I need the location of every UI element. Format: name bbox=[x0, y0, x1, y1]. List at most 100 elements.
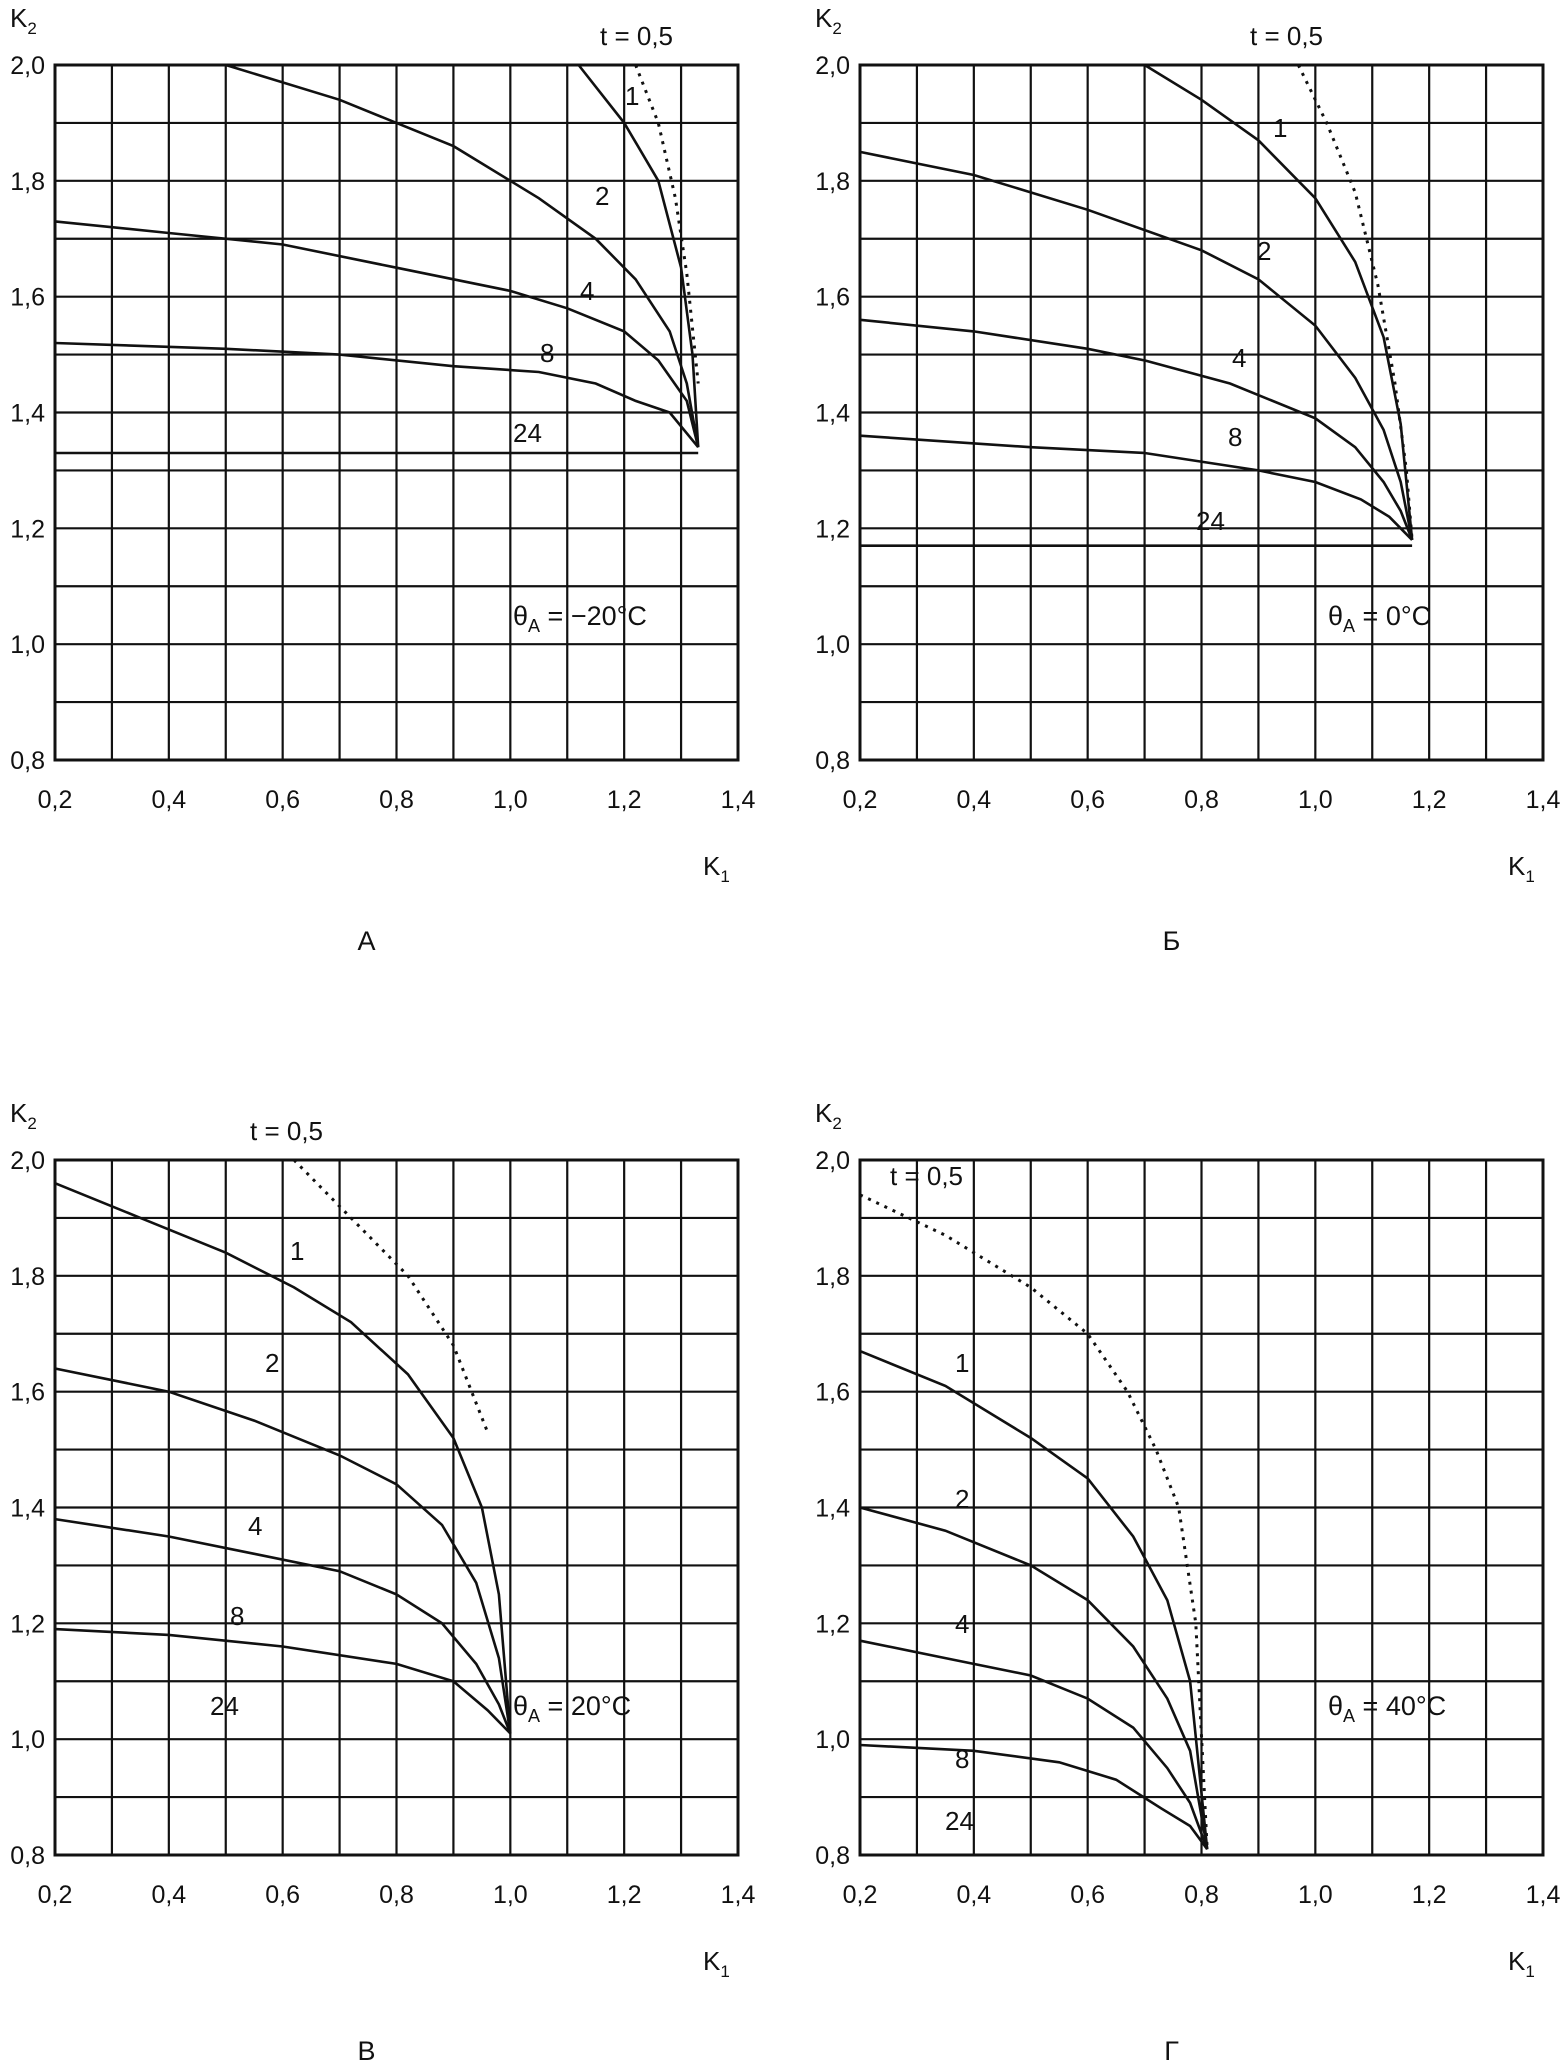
y-tick-label: 1,4 bbox=[815, 400, 850, 428]
series-label: 24 bbox=[513, 418, 542, 448]
y-tick-label: 1,0 bbox=[10, 631, 45, 659]
series-line-2 bbox=[859, 1349, 1209, 1850]
y-tick-label: 1,6 bbox=[815, 1379, 850, 1407]
series-label: 2 bbox=[595, 181, 609, 211]
y-tick-label: 1,8 bbox=[815, 1263, 850, 1291]
series-label: 24 bbox=[210, 1691, 239, 1721]
series-label: 8 bbox=[955, 1744, 969, 1774]
y-tick-label: 0,8 bbox=[815, 1842, 850, 1870]
y-axis-label: K2 bbox=[815, 3, 842, 38]
temperature-annotation: θA = −20°C bbox=[513, 601, 647, 636]
plot-frame bbox=[858, 63, 1545, 762]
series-label: t = 0,5 bbox=[890, 1161, 963, 1191]
series-label: t = 0,5 bbox=[250, 1116, 323, 1146]
y-tick-label: 1,0 bbox=[10, 1726, 45, 1754]
series-label: 8 bbox=[230, 1601, 244, 1631]
series-line-3 bbox=[859, 150, 1414, 541]
y-axis-label: K2 bbox=[815, 1098, 842, 1133]
x-tick-label: 0,8 bbox=[1184, 786, 1219, 814]
x-tick-label: 0,2 bbox=[38, 786, 73, 814]
y-tick-label: 1,6 bbox=[10, 284, 45, 312]
x-tick-label: 1,4 bbox=[1526, 1881, 1561, 1909]
y-tick-label: 0,8 bbox=[815, 747, 850, 775]
series-label: 2 bbox=[955, 1484, 969, 1514]
chart-panel-1: 0,2 0,4 0,6 0,8 1,0 1,2 1,4 0,8 1,0 1,2 1,4 1,6 1,8 2… bbox=[10, 3, 755, 956]
y-tick-label: 1,4 bbox=[10, 400, 45, 428]
series-label: 1 bbox=[625, 81, 639, 111]
x-axis-label: K1 bbox=[1508, 851, 1535, 886]
y-tick-label: 1,2 bbox=[815, 1610, 850, 1638]
x-tick-label: 0,8 bbox=[1184, 1881, 1219, 1909]
series-line-1 bbox=[859, 1193, 1209, 1850]
y-tick-label: 0,8 bbox=[10, 1842, 45, 1870]
x-tick-label: 1,0 bbox=[1298, 1881, 1333, 1909]
series-label: 2 bbox=[265, 1348, 279, 1378]
series-line-2 bbox=[1143, 63, 1414, 541]
x-tick-label: 0,4 bbox=[151, 786, 186, 814]
x-tick-label: 0,4 bbox=[151, 1881, 186, 1909]
plot-frame bbox=[53, 1158, 740, 1857]
series-line-2 bbox=[577, 64, 700, 448]
series-label: 8 bbox=[540, 338, 554, 368]
series-label: 4 bbox=[248, 1511, 262, 1541]
x-tick-label: 0,4 bbox=[956, 786, 991, 814]
series-label: t = 0,5 bbox=[1250, 21, 1323, 51]
plot-frame bbox=[53, 63, 740, 762]
panel-caption: В bbox=[357, 2036, 375, 2064]
y-tick-label: 1,6 bbox=[10, 1379, 45, 1407]
x-tick-label: 0,4 bbox=[956, 1881, 991, 1909]
y-tick-label: 1,8 bbox=[10, 1263, 45, 1291]
x-tick-label: 1,4 bbox=[1526, 786, 1561, 814]
series-label: 8 bbox=[1228, 422, 1242, 452]
y-tick-label: 1,0 bbox=[815, 631, 850, 659]
chart-panel-2: 0,2 0,4 0,6 0,8 1,0 1,2 1,4 0,8 1,0 1,2 1,4 1,6 1,8 2… bbox=[815, 3, 1560, 956]
x-tick-label: 0,6 bbox=[265, 1881, 300, 1909]
series-label: 1 bbox=[1273, 113, 1287, 143]
series-label: 1 bbox=[955, 1348, 969, 1378]
x-tick-label: 1,4 bbox=[721, 1881, 756, 1909]
x-tick-label: 0,8 bbox=[379, 786, 414, 814]
y-tick-label: 2,0 bbox=[10, 1147, 45, 1175]
series-label: t = 0,5 bbox=[600, 21, 673, 51]
y-tick-label: 1,2 bbox=[815, 515, 850, 543]
chart-panel-4: 0,2 0,4 0,6 0,8 1,0 1,2 1,4 0,8 1,0 1,2 1,4 1,6 1,8 2… bbox=[815, 1098, 1560, 2064]
series-line-2 bbox=[54, 1181, 512, 1734]
series-line-5 bbox=[54, 1627, 512, 1735]
x-tick-label: 1,2 bbox=[1412, 786, 1447, 814]
y-tick-label: 1,2 bbox=[10, 1610, 45, 1638]
y-axis-label: K2 bbox=[10, 1098, 37, 1133]
x-axis-label: K1 bbox=[1508, 1946, 1535, 1981]
series-line-1 bbox=[1296, 64, 1414, 541]
series-label: 24 bbox=[945, 1806, 974, 1836]
x-tick-label: 0,6 bbox=[265, 786, 300, 814]
series-label: 4 bbox=[580, 276, 594, 306]
y-tick-label: 0,8 bbox=[10, 747, 45, 775]
x-tick-label: 1,2 bbox=[1412, 1881, 1447, 1909]
series-line-5 bbox=[859, 434, 1414, 541]
y-tick-label: 1,4 bbox=[10, 1495, 45, 1523]
x-tick-label: 0,6 bbox=[1070, 1881, 1105, 1909]
series-label: 24 bbox=[1196, 506, 1225, 536]
x-tick-label: 1,0 bbox=[493, 1881, 528, 1909]
y-tick-label: 1,2 bbox=[10, 515, 45, 543]
series-label: 2 bbox=[1257, 236, 1271, 266]
panel-caption: Г bbox=[1164, 2036, 1179, 2064]
x-tick-label: 0,2 bbox=[843, 786, 878, 814]
panel-caption: А bbox=[357, 926, 375, 956]
y-tick-label: 1,8 bbox=[815, 168, 850, 196]
series-line-3 bbox=[54, 1367, 512, 1734]
series-label: 4 bbox=[1232, 343, 1246, 373]
chart-panel-3: 0,2 0,4 0,6 0,8 1,0 1,2 1,4 0,8 1,0 1,2 1,4 1,6 1,8 2… bbox=[10, 1098, 755, 2064]
x-axis-label: K1 bbox=[703, 851, 730, 886]
panel-caption: Б bbox=[1163, 926, 1181, 956]
temperature-annotation: θA = 20°C bbox=[513, 1691, 631, 1726]
series-line-3 bbox=[859, 1506, 1209, 1850]
y-tick-label: 1,8 bbox=[10, 168, 45, 196]
y-tick-label: 1,0 bbox=[815, 1726, 850, 1754]
x-tick-label: 1,0 bbox=[1298, 786, 1333, 814]
series-line-4 bbox=[859, 318, 1414, 541]
series-label: 4 bbox=[955, 1609, 969, 1639]
y-tick-label: 2,0 bbox=[10, 52, 45, 80]
temperature-annotation: θA = 40°C bbox=[1328, 1691, 1446, 1726]
